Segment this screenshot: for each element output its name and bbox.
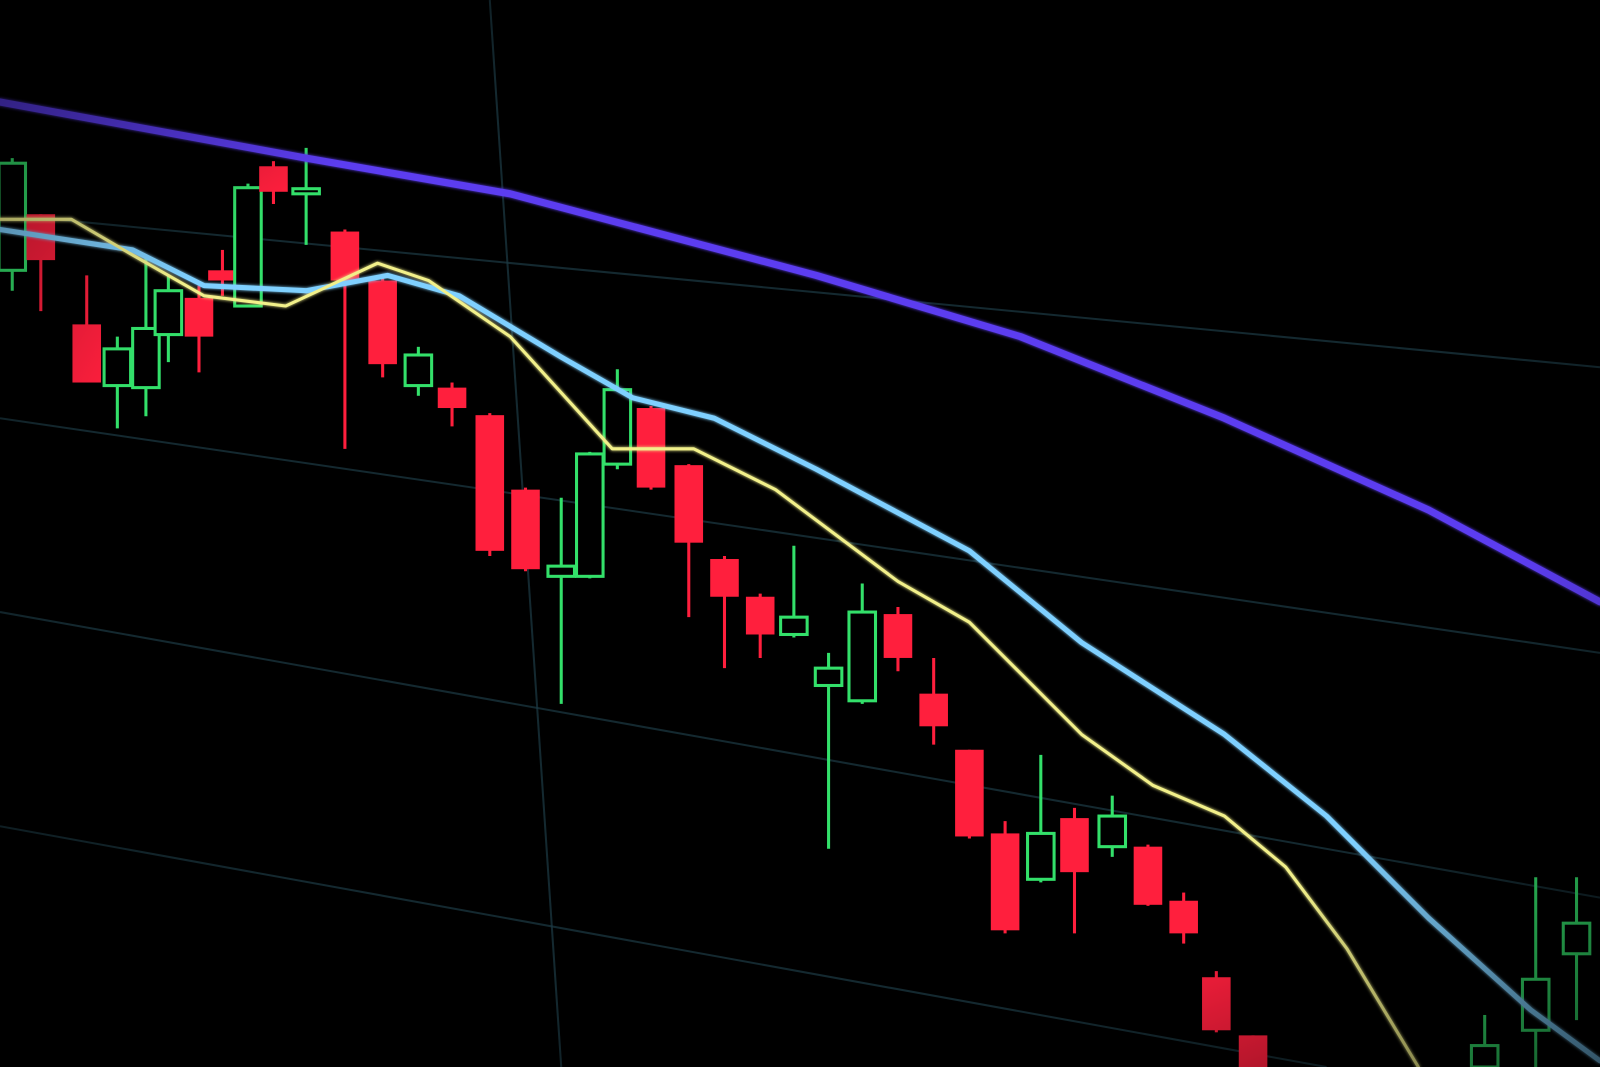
candlestick-chart-photo [0, 0, 1600, 1067]
vignette [0, 0, 1600, 1067]
